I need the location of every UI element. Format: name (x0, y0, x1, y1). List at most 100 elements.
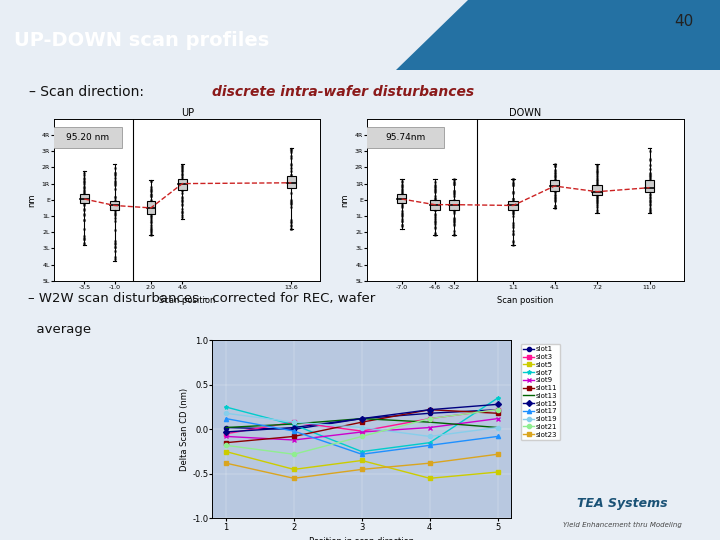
Point (396, 211, 408, 220)
Point (78, 198, 90, 206)
Point (145, 226, 157, 235)
Point (396, 192, 408, 201)
Point (508, 230, 519, 238)
Point (508, 199, 519, 208)
Point (176, 199, 188, 208)
Point (644, 182, 655, 191)
Point (508, 208, 519, 217)
Point (449, 179, 460, 187)
Point (591, 196, 603, 205)
Point (449, 205, 460, 213)
slot17 (357, 451, 366, 457)
Point (78, 189, 90, 198)
Point (286, 183, 297, 192)
Point (644, 181, 655, 190)
Point (644, 184, 655, 192)
Point (109, 199, 120, 208)
Point (78, 187, 90, 196)
Point (644, 180, 655, 189)
Point (176, 176, 188, 185)
Point (549, 181, 560, 190)
Point (449, 207, 460, 215)
Point (396, 188, 408, 197)
Bar (644, 180, 654, 192)
Point (644, 186, 655, 194)
Point (429, 178, 441, 186)
Point (145, 199, 157, 208)
Point (591, 168, 603, 177)
Point (449, 205, 460, 214)
Point (78, 174, 90, 183)
Point (176, 167, 188, 176)
Point (145, 230, 157, 238)
Title: DOWN: DOWN (510, 108, 541, 118)
Point (429, 203, 441, 212)
Point (176, 161, 188, 170)
Point (145, 187, 157, 195)
slot15 (493, 401, 502, 408)
Point (644, 171, 655, 180)
Point (145, 207, 157, 216)
Point (396, 188, 408, 197)
Point (176, 170, 188, 178)
Point (591, 194, 603, 202)
Point (78, 215, 90, 224)
Line: slot19: slot19 (224, 411, 500, 438)
Point (78, 234, 90, 243)
Text: – W2W scan disturbances - corrected for REC, wafer: – W2W scan disturbances - corrected for … (28, 293, 375, 306)
Point (644, 178, 655, 186)
Point (449, 186, 460, 195)
slot3 (493, 407, 502, 413)
Bar (549, 180, 559, 191)
Point (591, 179, 603, 187)
Point (429, 220, 441, 228)
Point (176, 161, 188, 170)
Point (429, 202, 441, 211)
Point (145, 177, 157, 185)
Point (508, 205, 519, 213)
Point (591, 194, 603, 202)
Point (549, 191, 560, 199)
Point (508, 202, 519, 211)
slot17 (222, 415, 230, 422)
Point (429, 230, 441, 239)
Point (78, 185, 90, 194)
Point (644, 154, 655, 163)
Point (644, 190, 655, 199)
Point (449, 216, 460, 225)
Point (396, 220, 408, 229)
Point (429, 181, 441, 190)
Point (644, 197, 655, 205)
slot9 (222, 433, 230, 440)
Point (286, 225, 297, 233)
Point (286, 224, 297, 233)
Point (109, 196, 120, 205)
Point (508, 202, 519, 211)
Point (145, 186, 157, 195)
Point (591, 192, 603, 200)
slot1 (426, 410, 434, 416)
Point (449, 179, 460, 187)
Point (396, 182, 408, 191)
Point (429, 218, 441, 226)
Point (644, 185, 655, 193)
Point (286, 166, 297, 175)
Point (449, 204, 460, 213)
Point (176, 197, 188, 205)
Point (286, 177, 297, 185)
Point (591, 187, 603, 195)
Point (549, 176, 560, 184)
Point (449, 202, 460, 211)
Point (176, 182, 188, 191)
Point (644, 182, 655, 191)
slot5 (357, 457, 366, 464)
Point (176, 178, 188, 186)
Point (508, 180, 519, 188)
Point (549, 173, 560, 181)
Point (549, 191, 560, 199)
Point (396, 217, 408, 226)
Point (396, 195, 408, 204)
Point (644, 208, 655, 217)
Point (145, 218, 157, 226)
Line: slot17: slot17 (224, 416, 500, 456)
